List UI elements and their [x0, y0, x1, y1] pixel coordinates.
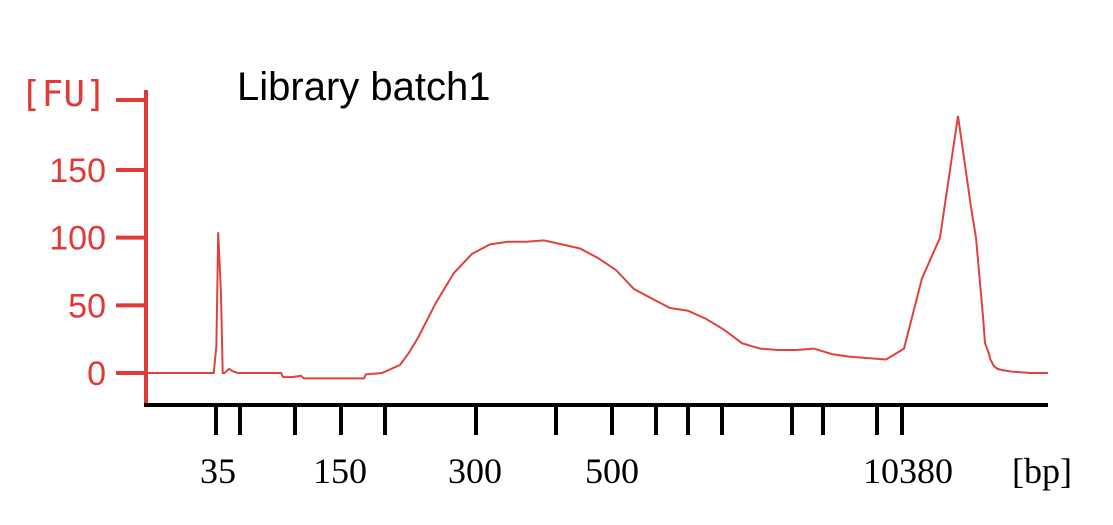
x-axis: 35 150 300 500 10380 — [144, 403, 1048, 491]
x-tick-label: 150 — [313, 451, 367, 491]
fluorescence-trace — [148, 115, 1048, 380]
y-tick-label: 150 — [49, 152, 106, 190]
y-tick-label: 100 — [49, 220, 106, 258]
x-axis-label: [bp] — [1012, 451, 1072, 491]
x-tick-label: 10380 — [863, 451, 953, 491]
y-tick-label: 50 — [68, 287, 106, 325]
y-axis-label: [FU] — [20, 74, 107, 115]
x-tick-label: 500 — [585, 451, 639, 491]
x-tick-label: 35 — [200, 451, 236, 491]
chart-title: Library batch1 — [237, 65, 490, 109]
y-tick-label: 0 — [87, 355, 106, 393]
x-tick-label: 300 — [448, 451, 502, 491]
y-axis: 0 50 100 150 — [49, 90, 148, 405]
plot-area — [148, 115, 1048, 380]
